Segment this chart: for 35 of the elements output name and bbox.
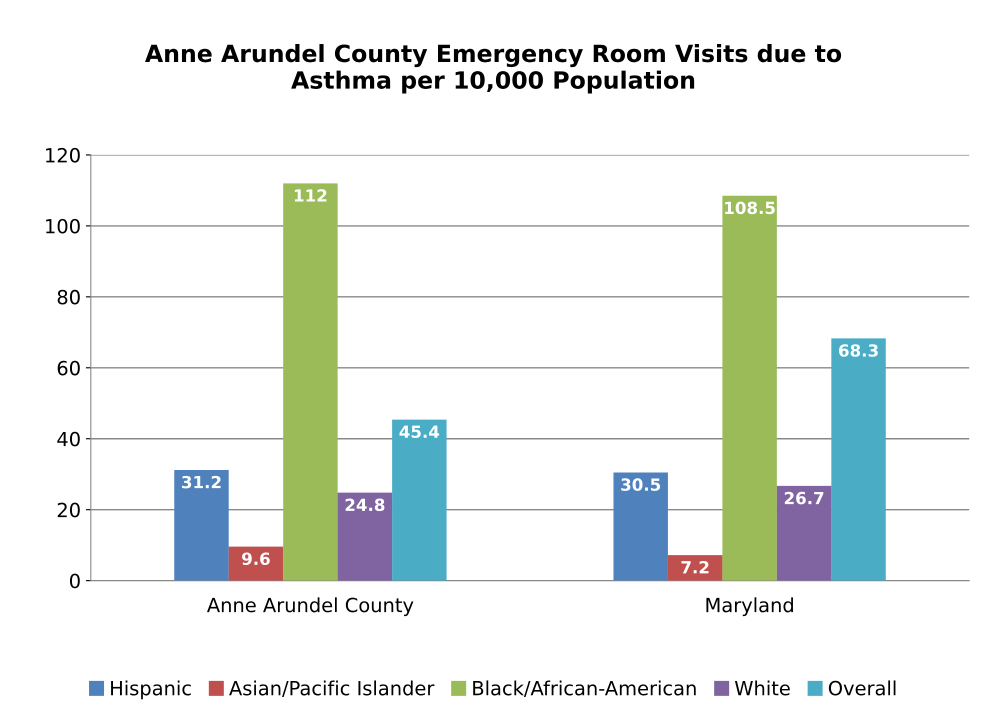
data-label: 30.5 (621, 478, 660, 491)
y-tick-label: 80 (58, 290, 80, 305)
y-tick-label: 120 (46, 148, 80, 163)
legend-label: Black/African-American (473, 680, 696, 698)
bar (613, 472, 668, 581)
x-tick-label: Maryland (706, 597, 793, 616)
y-tick-label: 60 (58, 360, 80, 376)
x-tick-label: Anne Arundel County (206, 597, 414, 616)
y-tick-label: 20 (58, 502, 80, 518)
bar (392, 420, 447, 581)
bar (174, 470, 229, 581)
data-label: 9.6 (242, 552, 270, 566)
legend-label: Asian/Pacific Islander (229, 680, 434, 698)
bar (228, 546, 284, 581)
y-tick-label: 40 (57, 432, 80, 446)
legend-label: Hispanic (111, 680, 191, 700)
data-label: 24.8 (346, 498, 384, 512)
bar (668, 555, 722, 581)
data-label: 112 (294, 189, 326, 202)
data-label: 26.7 (784, 492, 824, 504)
y-tick-label: 100 (46, 218, 80, 234)
y-tick-label: 0 (70, 574, 80, 588)
bar (722, 196, 777, 581)
bar (831, 338, 886, 581)
data-label: 31.2 (182, 476, 221, 488)
bar (776, 486, 832, 581)
data-label: 45.4 (400, 426, 440, 438)
data-label: 7.2 (682, 560, 708, 574)
data-label: 108.5 (725, 202, 775, 214)
data-label: 68.3 (839, 344, 878, 357)
chart-title: Anne Arundel County Emergency Room Visits due to Asthma per 10,000 Population (145, 44, 842, 94)
legend-label: White (734, 680, 790, 696)
bar (283, 183, 338, 581)
bar (338, 492, 392, 581)
legend-label: Overall (828, 680, 896, 696)
